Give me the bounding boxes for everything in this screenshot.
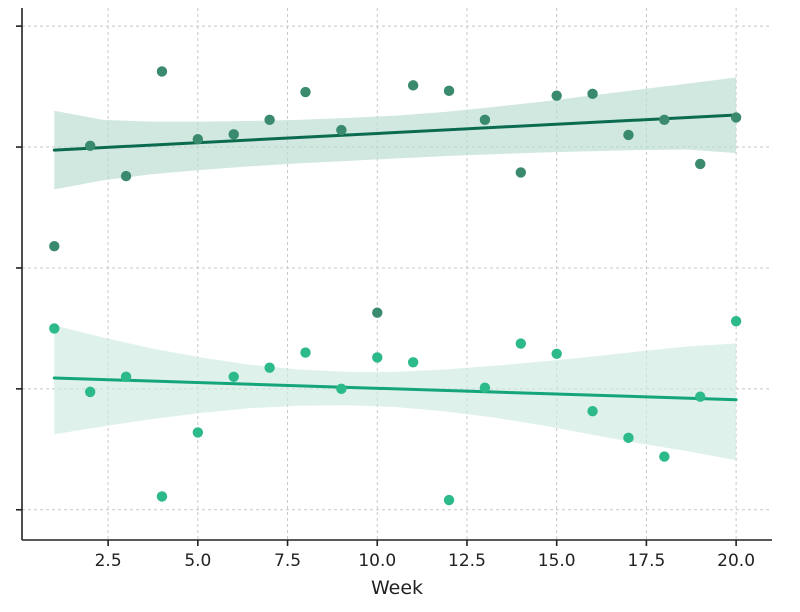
regression-line — [52, 376, 738, 402]
data-point — [407, 80, 419, 91]
data-point — [84, 386, 96, 398]
data-point — [623, 432, 634, 444]
data-point — [228, 129, 239, 140]
data-point — [730, 315, 742, 327]
x-axis-title: Week — [371, 577, 423, 599]
data-point — [407, 357, 419, 368]
data-point — [372, 307, 383, 318]
data-point — [156, 491, 168, 502]
data-point — [84, 140, 96, 152]
data-point — [515, 167, 527, 178]
data-point — [49, 240, 60, 252]
data-point — [587, 88, 598, 100]
data-point — [300, 347, 311, 358]
x-tick-label: 7.5 — [274, 551, 301, 571]
data-point — [192, 427, 204, 438]
ticks: 2.5 5.0 7.5 10.0 12.5 15.0 17.5 20.0 — [16, 25, 755, 571]
data-point — [336, 124, 347, 136]
data-point — [515, 338, 527, 349]
data-point — [192, 133, 204, 145]
data-point — [695, 158, 706, 170]
data-point — [659, 114, 670, 126]
x-tick-label: 10.0 — [358, 551, 396, 571]
data-point — [551, 348, 562, 359]
x-tick-label: 15.0 — [538, 551, 576, 571]
x-tick-label: 20.0 — [717, 551, 755, 571]
confidence-band — [54, 325, 737, 461]
data-point — [479, 382, 491, 393]
data-point — [120, 371, 132, 382]
x-tick-label: 2.5 — [95, 551, 122, 571]
data-point — [479, 114, 491, 126]
data-point — [623, 129, 634, 141]
x-tick-label: 12.5 — [448, 551, 486, 571]
x-tick-label: 5.0 — [184, 551, 211, 571]
data-point — [264, 114, 275, 126]
data-point — [730, 112, 742, 123]
data-point — [372, 352, 383, 363]
data-point — [443, 494, 455, 506]
data-point — [443, 85, 455, 97]
data-point — [264, 362, 275, 373]
data-points — [49, 66, 742, 506]
regression-line — [52, 113, 738, 152]
data-point — [156, 66, 168, 77]
data-point — [49, 323, 60, 334]
regression-lines — [52, 113, 738, 402]
data-point — [336, 383, 347, 395]
data-point — [695, 391, 706, 402]
confidence-bands — [54, 77, 737, 461]
data-point — [120, 170, 132, 182]
data-point — [587, 406, 598, 417]
data-point — [659, 451, 670, 462]
data-point — [300, 86, 311, 98]
x-tick-label: 17.5 — [627, 551, 665, 571]
data-point — [551, 90, 562, 101]
data-point — [228, 371, 239, 382]
